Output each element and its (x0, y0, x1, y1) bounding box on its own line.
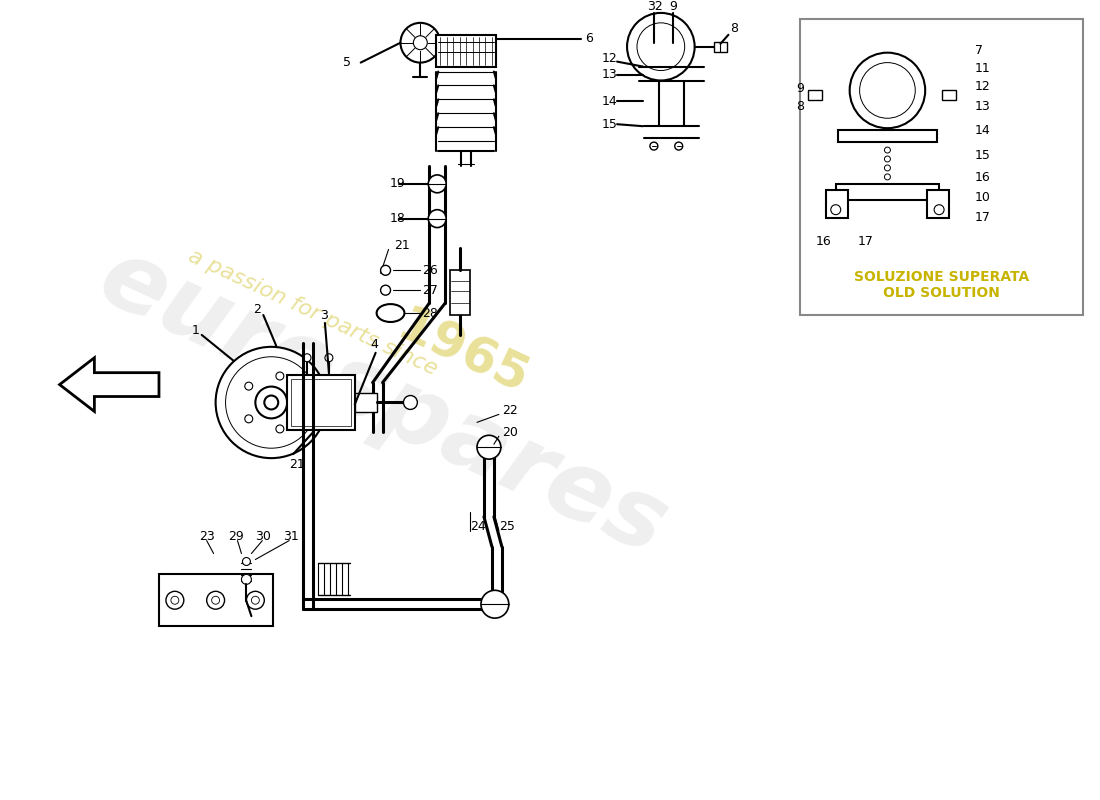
Circle shape (242, 574, 252, 584)
Circle shape (884, 147, 890, 153)
Circle shape (324, 354, 333, 362)
Text: 32: 32 (647, 1, 662, 14)
Text: 17: 17 (858, 235, 873, 248)
Text: 8: 8 (730, 22, 738, 35)
Circle shape (166, 591, 184, 609)
Text: 8: 8 (796, 100, 804, 113)
Circle shape (381, 286, 390, 295)
Circle shape (884, 165, 890, 171)
Bar (807, 90, 822, 100)
Circle shape (381, 266, 390, 275)
Text: 14: 14 (975, 124, 991, 137)
Text: 15: 15 (975, 149, 991, 162)
Bar (292, 378, 351, 426)
Bar (714, 42, 727, 52)
Bar (800, 19, 1084, 315)
Text: 16: 16 (975, 171, 991, 184)
Text: a passion for parts since: a passion for parts since (185, 246, 441, 380)
Circle shape (246, 591, 264, 609)
Circle shape (884, 156, 890, 162)
Circle shape (428, 210, 447, 227)
Bar (355, 393, 376, 413)
Circle shape (934, 205, 944, 214)
Circle shape (428, 175, 447, 193)
Bar (160, 574, 273, 626)
Text: 19: 19 (389, 178, 405, 190)
Bar (287, 374, 355, 430)
Text: 15: 15 (602, 118, 617, 130)
Bar (437, 34, 496, 66)
Text: 25: 25 (499, 520, 515, 534)
Circle shape (276, 425, 284, 433)
Text: 14: 14 (602, 95, 617, 108)
Bar (838, 130, 937, 142)
Text: 3: 3 (320, 309, 328, 322)
Circle shape (481, 590, 509, 618)
Text: 21: 21 (289, 458, 305, 470)
Circle shape (264, 395, 278, 410)
Text: 7: 7 (975, 44, 983, 57)
Text: 24: 24 (470, 520, 486, 534)
Text: SOLUZIONE SUPERATA
OLD SOLUTION: SOLUZIONE SUPERATA OLD SOLUTION (854, 270, 1030, 300)
Text: 30: 30 (255, 530, 272, 543)
Text: 20: 20 (502, 426, 518, 438)
Text: 9: 9 (669, 1, 676, 14)
Circle shape (304, 354, 311, 362)
Text: 29: 29 (229, 530, 244, 543)
Circle shape (477, 435, 500, 459)
Bar (826, 190, 848, 218)
Text: 10: 10 (975, 191, 991, 204)
Circle shape (295, 398, 304, 406)
Text: 9: 9 (796, 82, 804, 95)
Text: 22: 22 (502, 404, 518, 417)
Text: 4: 4 (371, 338, 378, 351)
Text: 11: 11 (975, 62, 991, 75)
Text: 16: 16 (816, 235, 832, 248)
Circle shape (216, 347, 327, 458)
Text: 1965: 1965 (388, 302, 536, 404)
Text: 12: 12 (975, 80, 991, 93)
Text: 5: 5 (343, 56, 351, 69)
Bar (450, 270, 470, 315)
Text: 17: 17 (975, 211, 991, 224)
Circle shape (207, 591, 224, 609)
Circle shape (245, 415, 253, 423)
Circle shape (849, 53, 925, 128)
Text: 6: 6 (585, 32, 593, 46)
Text: 31: 31 (283, 530, 299, 543)
Text: 27: 27 (422, 284, 438, 297)
Circle shape (255, 386, 287, 418)
Circle shape (404, 395, 417, 410)
Bar (927, 190, 949, 218)
Bar (942, 90, 956, 100)
Text: 26: 26 (422, 264, 438, 277)
Text: 28: 28 (422, 306, 438, 319)
Text: 2: 2 (253, 302, 262, 315)
Circle shape (242, 558, 251, 566)
Text: 21: 21 (395, 239, 410, 252)
Text: 12: 12 (602, 52, 617, 65)
Circle shape (276, 372, 284, 380)
Circle shape (884, 174, 890, 180)
Text: eurospares: eurospares (85, 230, 681, 574)
Circle shape (830, 205, 840, 214)
Text: 13: 13 (975, 100, 991, 113)
Bar (836, 184, 939, 200)
Text: 23: 23 (199, 530, 214, 543)
Text: 13: 13 (602, 68, 617, 81)
Ellipse shape (376, 304, 405, 322)
Circle shape (245, 382, 253, 390)
Text: 18: 18 (389, 212, 406, 225)
Text: 1: 1 (191, 325, 199, 338)
